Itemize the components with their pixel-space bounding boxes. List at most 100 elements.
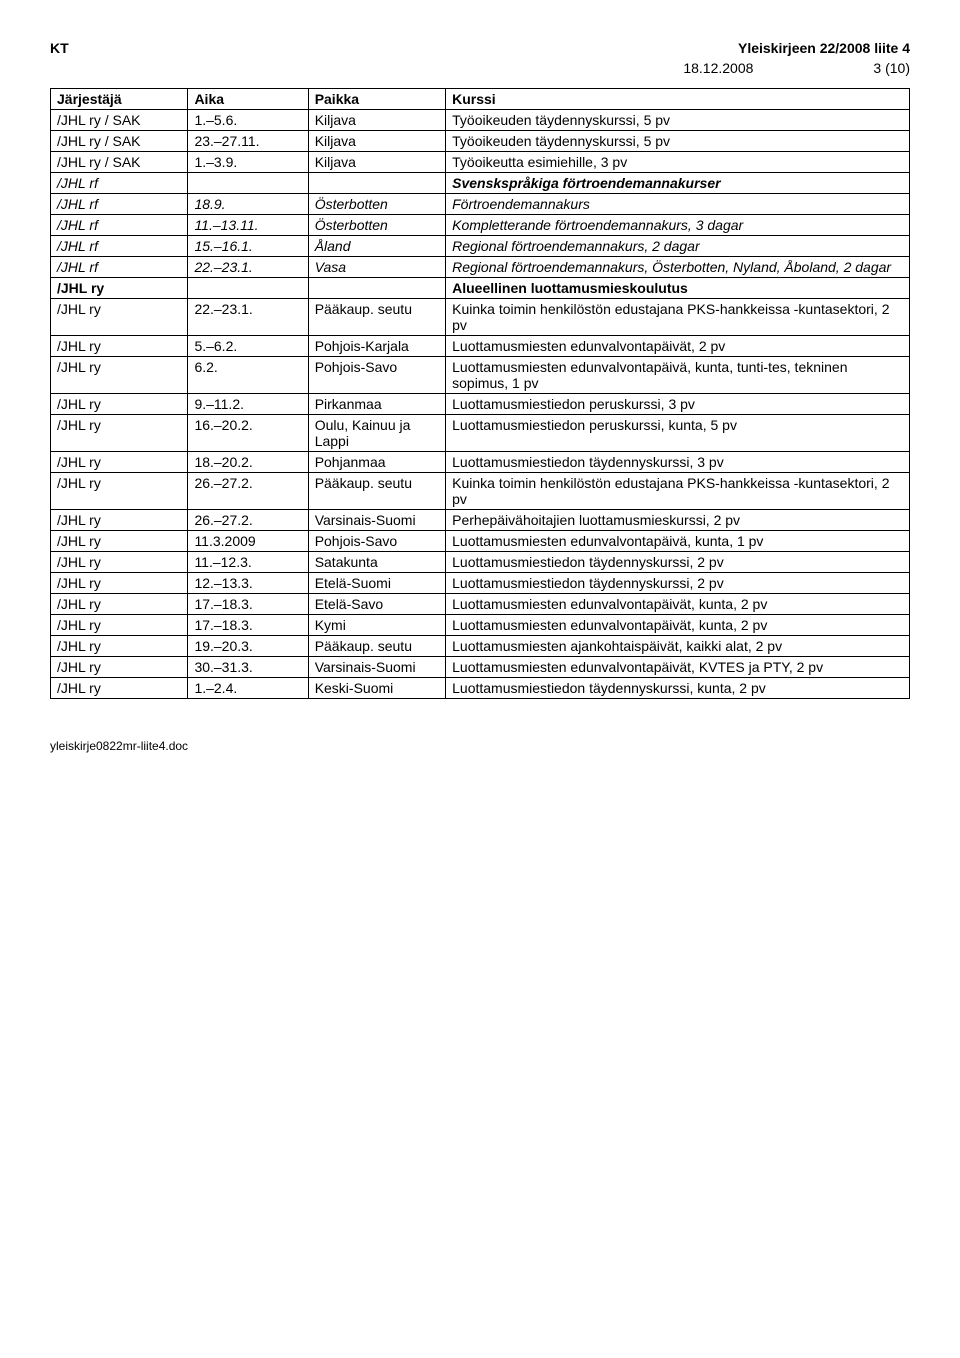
cell-c1: /JHL ry	[51, 636, 188, 657]
cell-c4: Perhepäivähoitajien luottamusmieskurssi,…	[446, 510, 910, 531]
cell-c4: Kuinka toimin henkilöstön edustajana PKS…	[446, 473, 910, 510]
cell-c1: /JHL ry	[51, 615, 188, 636]
cell-c2: 11.–13.11.	[188, 215, 308, 236]
cell-c2: 23.–27.11.	[188, 131, 308, 152]
cell-c1: /JHL ry / SAK	[51, 152, 188, 173]
cell-c3: Kymi	[308, 615, 445, 636]
cell-c3: Kiljava	[308, 110, 445, 131]
table-row: /JHL ry5.–6.2.Pohjois-KarjalaLuottamusmi…	[51, 336, 910, 357]
cell-c4: Luottamusmiestiedon peruskurssi, kunta, …	[446, 415, 910, 452]
cell-c1: /JHL ry	[51, 299, 188, 336]
cell-c2: 26.–27.2.	[188, 473, 308, 510]
cell-c3: Keski-Suomi	[308, 678, 445, 699]
table-row: /JHL ry18.–20.2.PohjanmaaLuottamusmiesti…	[51, 452, 910, 473]
cell-c4: Luottamusmiesten edunvalvontapäivät, 2 p…	[446, 336, 910, 357]
header-right: Yleiskirjeen 22/2008 liite 4	[738, 40, 910, 56]
cell-c2: 15.–16.1.	[188, 236, 308, 257]
cell-c3: Kiljava	[308, 131, 445, 152]
cell-c4: Työoikeuden täydennyskurssi, 5 pv	[446, 131, 910, 152]
cell-c3: Kiljava	[308, 152, 445, 173]
cell-c2: 18.–20.2.	[188, 452, 308, 473]
footer-filename: yleiskirje0822mr-liite4.doc	[50, 739, 910, 753]
cell-c1: /JHL ry	[51, 473, 188, 510]
table-row: /JHL ry17.–18.3.KymiLuottamusmiesten edu…	[51, 615, 910, 636]
cell-c1: /JHL ry	[51, 531, 188, 552]
cell-c4: Svenskspråkiga förtroendemannakurser	[446, 173, 910, 194]
cell-c1: /JHL ry	[51, 594, 188, 615]
table-row: /JHL ry30.–31.3.Varsinais-SuomiLuottamus…	[51, 657, 910, 678]
cell-c4: Luottamusmiestiedon täydennyskurssi, kun…	[446, 678, 910, 699]
cell-c3: Vasa	[308, 257, 445, 278]
cell-c4: Förtroendemannakurs	[446, 194, 910, 215]
cell-c3: Oulu, Kainuu ja Lappi	[308, 415, 445, 452]
page-header: KT Yleiskirjeen 22/2008 liite 4	[50, 40, 910, 56]
table-row: /JHL ry / SAK1.–5.6.KiljavaTyöoikeuden t…	[51, 110, 910, 131]
cell-c3: Åland	[308, 236, 445, 257]
table-row: /JHL ry26.–27.2.Pääkaup. seutuKuinka toi…	[51, 473, 910, 510]
cell-c4: Alueellinen luottamusmieskoulutus	[446, 278, 910, 299]
col-kurssi: Kurssi	[446, 89, 910, 110]
col-jarjestaja: Järjestäjä	[51, 89, 188, 110]
cell-c1: /JHL ry	[51, 552, 188, 573]
cell-c2: 6.2.	[188, 357, 308, 394]
col-aika: Aika	[188, 89, 308, 110]
cell-c2: 1.–5.6.	[188, 110, 308, 131]
cell-c3: Etelä-Savo	[308, 594, 445, 615]
cell-c3: Pohjois-Karjala	[308, 336, 445, 357]
cell-c3: Varsinais-Suomi	[308, 657, 445, 678]
cell-c3: Pohjois-Savo	[308, 531, 445, 552]
cell-c4: Luottamusmiesten edunvalvontapäivät, kun…	[446, 594, 910, 615]
cell-c3: Pääkaup. seutu	[308, 636, 445, 657]
cell-c2: 9.–11.2.	[188, 394, 308, 415]
cell-c1: /JHL ry	[51, 510, 188, 531]
cell-c1: /JHL ry	[51, 336, 188, 357]
cell-c2: 26.–27.2.	[188, 510, 308, 531]
cell-c3: Pohjanmaa	[308, 452, 445, 473]
cell-c1: /JHL ry	[51, 278, 188, 299]
cell-c1: /JHL ry	[51, 394, 188, 415]
cell-c2: 17.–18.3.	[188, 594, 308, 615]
course-table: Järjestäjä Aika Paikka Kurssi /JHL ry / …	[50, 88, 910, 699]
table-row: /JHL ry1.–2.4.Keski-SuomiLuottamusmiesti…	[51, 678, 910, 699]
header-left: KT	[50, 40, 69, 56]
header-page: 3 (10)	[873, 60, 910, 76]
cell-c1: /JHL ry	[51, 452, 188, 473]
cell-c1: /JHL rf	[51, 215, 188, 236]
cell-c4: Luottamusmiesten edunvalvontapäivä, kunt…	[446, 531, 910, 552]
cell-c1: /JHL ry / SAK	[51, 110, 188, 131]
cell-c1: /JHL rf	[51, 236, 188, 257]
cell-c2: 11.3.2009	[188, 531, 308, 552]
table-row: /JHL ry16.–20.2.Oulu, Kainuu ja LappiLuo…	[51, 415, 910, 452]
cell-c1: /JHL rf	[51, 194, 188, 215]
cell-c2: 22.–23.1.	[188, 299, 308, 336]
table-row: /JHL rf22.–23.1.VasaRegional förtroendem…	[51, 257, 910, 278]
cell-c1: /JHL ry / SAK	[51, 131, 188, 152]
table-row: /JHL ry12.–13.3.Etelä-SuomiLuottamusmies…	[51, 573, 910, 594]
table-row: /JHL ry11.–12.3.SatakuntaLuottamusmiesti…	[51, 552, 910, 573]
cell-c1: /JHL ry	[51, 678, 188, 699]
cell-c2	[188, 278, 308, 299]
cell-c1: /JHL ry	[51, 657, 188, 678]
cell-c1: /JHL ry	[51, 357, 188, 394]
cell-c2: 1.–3.9.	[188, 152, 308, 173]
cell-c2: 11.–12.3.	[188, 552, 308, 573]
table-row: /JHL ry / SAK1.–3.9.KiljavaTyöoikeutta e…	[51, 152, 910, 173]
cell-c1: /JHL rf	[51, 257, 188, 278]
table-row: /JHL ry Alueellinen luottamusmieskoulutus	[51, 278, 910, 299]
cell-c4: Luottamusmiestiedon täydennyskurssi, 3 p…	[446, 452, 910, 473]
cell-c3: Pohjois-Savo	[308, 357, 445, 394]
cell-c4: Luottamusmiestiedon täydennyskurssi, 2 p…	[446, 573, 910, 594]
cell-c2: 30.–31.3.	[188, 657, 308, 678]
cell-c3: Österbotten	[308, 215, 445, 236]
cell-c4: Luottamusmiestiedon peruskurssi, 3 pv	[446, 394, 910, 415]
cell-c2: 5.–6.2.	[188, 336, 308, 357]
table-row: /JHL rf15.–16.1.ÅlandRegional förtroende…	[51, 236, 910, 257]
cell-c3: Pääkaup. seutu	[308, 473, 445, 510]
cell-c3	[308, 173, 445, 194]
table-row: /JHL ry11.3.2009Pohjois-SavoLuottamusmie…	[51, 531, 910, 552]
cell-c3: Pääkaup. seutu	[308, 299, 445, 336]
cell-c4: Luottamusmiestiedon täydennyskurssi, 2 p…	[446, 552, 910, 573]
cell-c4: Luottamusmiesten edunvalvontapäivät, KVT…	[446, 657, 910, 678]
table-row: /JHL ry9.–11.2.PirkanmaaLuottamusmiestie…	[51, 394, 910, 415]
cell-c4: Regional förtroendemannakurs, Österbotte…	[446, 257, 910, 278]
